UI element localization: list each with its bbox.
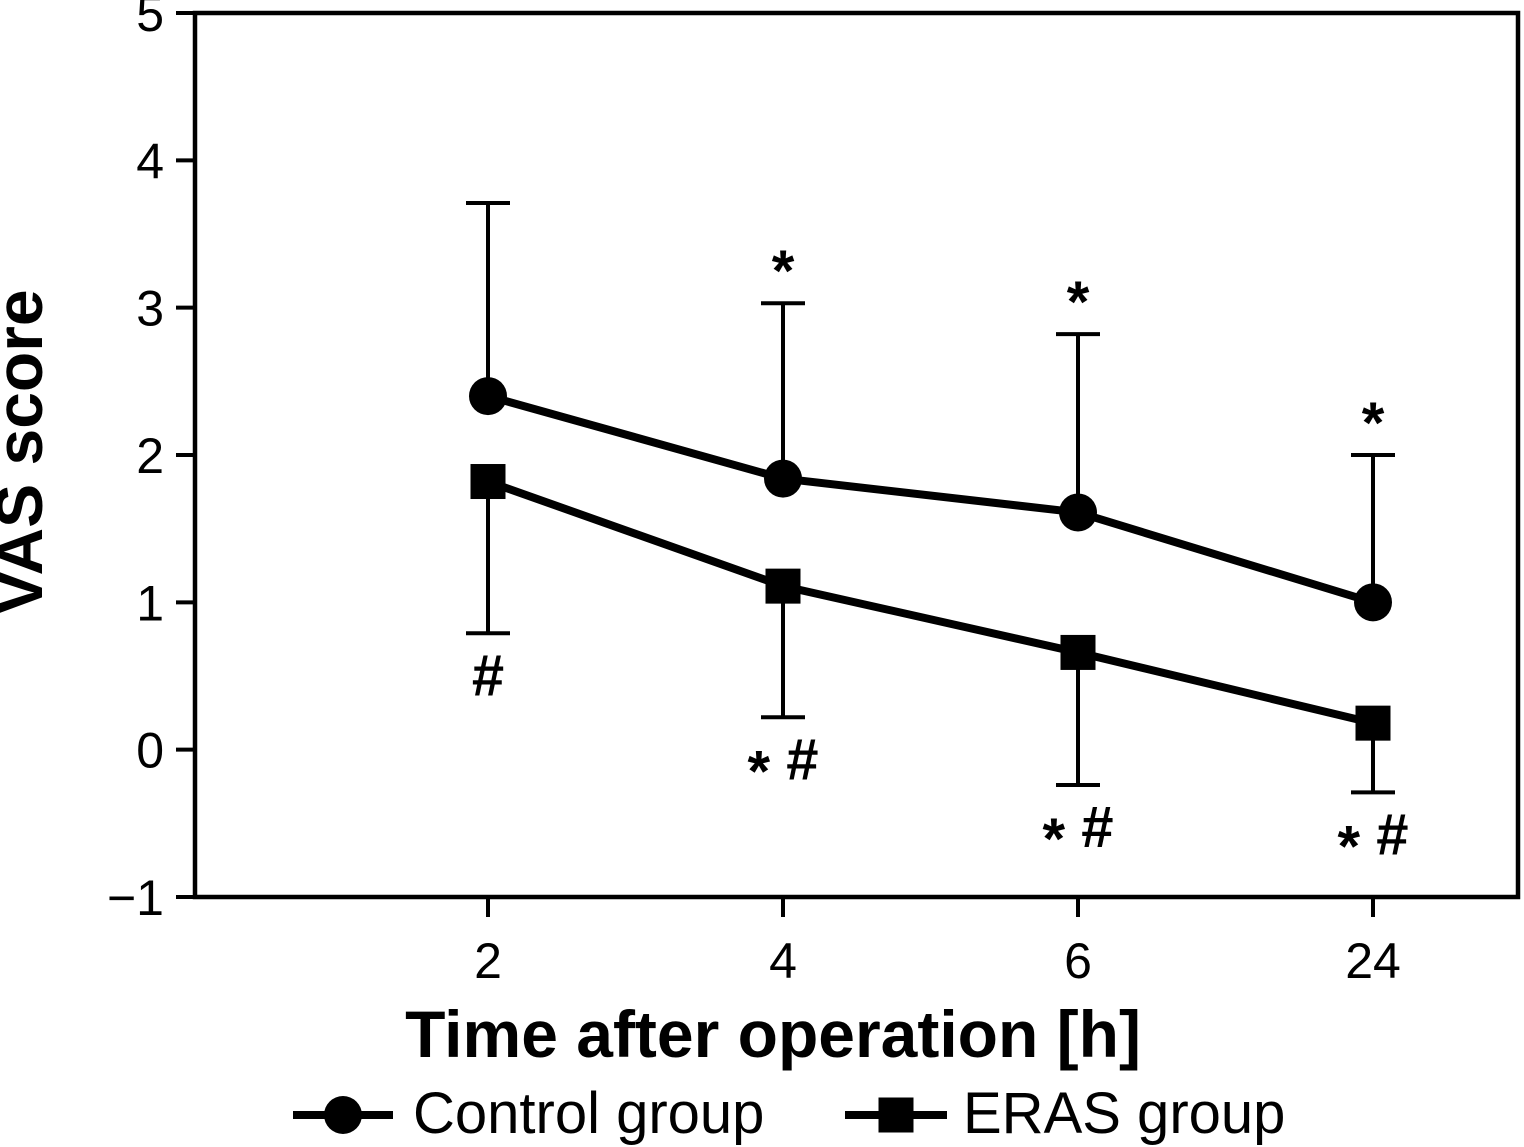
legend-square-marker-icon xyxy=(878,1097,914,1133)
y-tick-label: 5 xyxy=(136,0,164,42)
data-point-eras-group xyxy=(765,568,801,604)
x-tick-label: 2 xyxy=(474,933,502,989)
significance-annotation: * xyxy=(772,239,795,304)
significance-annotation: * # xyxy=(748,727,819,804)
y-tick-label: 2 xyxy=(136,428,164,484)
plot-border xyxy=(192,10,1521,900)
significance-annotation: * xyxy=(1362,391,1385,456)
data-point-eras-group xyxy=(470,464,506,500)
y-tick-label: 0 xyxy=(136,723,164,779)
y-tick-label: −1 xyxy=(107,870,164,926)
data-point-control-group xyxy=(1059,493,1097,532)
legend-circle-marker-icon xyxy=(324,1096,362,1134)
significance-annotation: # xyxy=(472,643,504,708)
x-axis-label: Time after operation [h] xyxy=(405,997,1141,1071)
data-point-control-group xyxy=(764,459,802,498)
data-point-eras-group xyxy=(1355,705,1391,741)
y-tick-label: 1 xyxy=(136,575,164,631)
y-tick-label: 4 xyxy=(136,133,164,189)
significance-annotation: * # xyxy=(1338,802,1409,879)
legend-label-control-group: Control group xyxy=(413,1081,764,1146)
data-point-control-group xyxy=(1354,583,1392,622)
data-point-eras-group xyxy=(1060,634,1096,670)
series-line-control-group xyxy=(486,392,1375,607)
y-axis-label: VAS score xyxy=(0,289,56,614)
legend-label-eras-group: ERAS group xyxy=(963,1081,1285,1146)
x-tick-label: 24 xyxy=(1345,933,1401,989)
y-tick-label: 3 xyxy=(136,281,164,337)
data-point-control-group xyxy=(469,377,507,416)
significance-annotation: * # xyxy=(1043,795,1114,872)
series-line-eras-group xyxy=(486,477,1374,728)
x-tick-label: 6 xyxy=(1064,933,1092,989)
significance-annotation: * xyxy=(1067,270,1090,335)
x-tick-label: 4 xyxy=(769,933,797,989)
